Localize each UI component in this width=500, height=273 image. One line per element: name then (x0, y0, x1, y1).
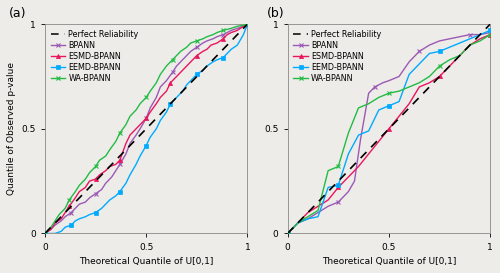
Text: (b): (b) (268, 7, 285, 20)
Legend: Perfect Reliability, BPANN, ESMD-BPANN, EEMD-BPANN, WA-BPANN: Perfect Reliability, BPANN, ESMD-BPANN, … (292, 28, 383, 84)
X-axis label: Theoretical Quantile of U[0,1]: Theoretical Quantile of U[0,1] (322, 257, 456, 266)
Y-axis label: Quantile of Observed p-value: Quantile of Observed p-value (7, 62, 16, 195)
Legend: Perfect Reliability, BPANN, ESMD-BPANN, EEMD-BPANN, WA-BPANN: Perfect Reliability, BPANN, ESMD-BPANN, … (49, 28, 140, 84)
Text: (a): (a) (8, 7, 26, 20)
X-axis label: Theoretical Quantile of U[0,1]: Theoretical Quantile of U[0,1] (79, 257, 214, 266)
